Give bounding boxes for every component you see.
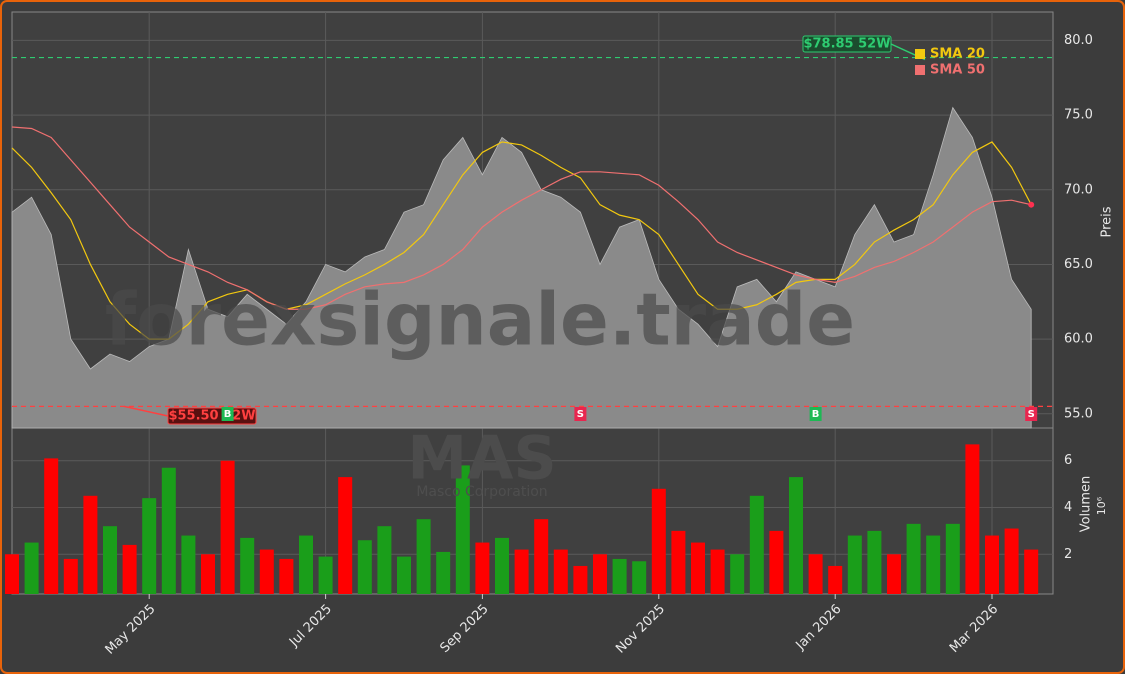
volume-bar <box>142 498 157 594</box>
volume-bar <box>201 554 215 594</box>
annotation-box <box>167 407 257 425</box>
legend-swatch <box>915 65 925 75</box>
volume-bar <box>122 544 137 594</box>
volume-bar <box>416 519 431 594</box>
y-axis-label: Preis <box>1100 206 1115 237</box>
watermark-ticker: MAS <box>407 424 556 494</box>
volume-bar <box>1024 549 1039 594</box>
volume-bar <box>867 530 882 594</box>
signal-label: B <box>224 409 232 420</box>
volume-bar <box>44 458 59 594</box>
y-tick-label: 4 <box>1064 500 1072 515</box>
volume-bar <box>632 561 647 594</box>
volume-bar <box>63 558 78 594</box>
watermark-company: Masco Corporation <box>416 484 547 500</box>
y-tick-label: 75.0 <box>1064 108 1093 123</box>
volume-bar <box>83 495 98 594</box>
legend-label: SMA 50 <box>930 63 985 78</box>
volume-bar <box>357 540 372 594</box>
annotation-box <box>802 35 892 53</box>
volume-bar <box>495 537 509 594</box>
signal-marker <box>221 407 234 421</box>
y-tick-label: 55.0 <box>1064 406 1093 421</box>
volume-bar <box>906 523 921 594</box>
volume-bar <box>789 477 803 594</box>
volume-bar <box>259 549 274 594</box>
volume-bar <box>612 558 627 594</box>
volume-bar <box>671 530 686 594</box>
volume-bar <box>887 554 901 594</box>
signal-marker <box>809 407 822 421</box>
volume-bar <box>181 535 196 594</box>
y-tick-label: 2 <box>1064 547 1072 562</box>
volume-bar <box>377 526 392 594</box>
volume-bar <box>279 558 294 594</box>
annotation-arrow <box>123 405 169 417</box>
annotation-label: $78.85 52W <box>803 37 890 52</box>
y-tick-label: 60.0 <box>1064 332 1093 347</box>
volume-bar <box>299 535 313 594</box>
y-tick-label: 70.0 <box>1064 182 1093 197</box>
volume-bar <box>769 530 784 594</box>
volume-bar <box>808 554 823 594</box>
volume-bar <box>651 488 666 594</box>
watermark: forexsignale.trade <box>105 278 855 362</box>
annotation-label: $55.50 52W <box>168 409 255 424</box>
signal-label: S <box>577 409 584 420</box>
volume-bar <box>24 542 39 594</box>
volume-bar <box>553 549 568 594</box>
volume-bar <box>161 467 176 594</box>
y-tick-label: 65.0 <box>1064 257 1093 272</box>
signal-label: B <box>812 409 820 420</box>
volume-bar <box>926 535 941 594</box>
volume-bar <box>593 554 607 594</box>
price-area <box>11 106 1032 429</box>
volume-bar <box>5 554 19 594</box>
volume-bar <box>514 549 529 594</box>
sma-end-dot <box>1028 201 1035 208</box>
volume-bar <box>965 444 980 594</box>
legend-label: SMA 20 <box>930 47 985 62</box>
signal-marker <box>574 407 587 421</box>
volume-bar <box>240 537 255 594</box>
volume-bar <box>691 542 705 594</box>
volume-bar <box>847 535 862 594</box>
volume-bar <box>945 523 960 594</box>
volume-bar <box>573 565 588 594</box>
volume-bar <box>985 535 999 594</box>
legend-swatch <box>915 49 925 59</box>
volume-bar <box>730 554 745 594</box>
volume-bar <box>828 565 843 594</box>
y-axis-label: Volumen <box>1079 476 1094 533</box>
volume-bar <box>220 460 235 594</box>
volume-bar <box>534 519 549 594</box>
y-axis-exponent: 10⁶ <box>1095 496 1108 515</box>
volume-bar <box>455 465 470 594</box>
volume-bar <box>103 526 117 594</box>
volume-bar <box>749 495 764 594</box>
volume-bar <box>436 551 451 594</box>
volume-bar <box>1004 528 1019 594</box>
y-tick-label: 80.0 <box>1064 33 1093 48</box>
volume-bar <box>710 549 725 594</box>
sma-line <box>11 141 1032 340</box>
signal-label: S <box>1028 409 1035 420</box>
sma-line <box>11 126 1032 310</box>
volume-bar <box>318 556 333 594</box>
volume-bar <box>338 477 353 594</box>
y-tick-label: 6 <box>1064 453 1072 468</box>
volume-bar <box>475 542 490 594</box>
signal-marker <box>1025 407 1038 421</box>
volume-bar <box>397 556 411 594</box>
